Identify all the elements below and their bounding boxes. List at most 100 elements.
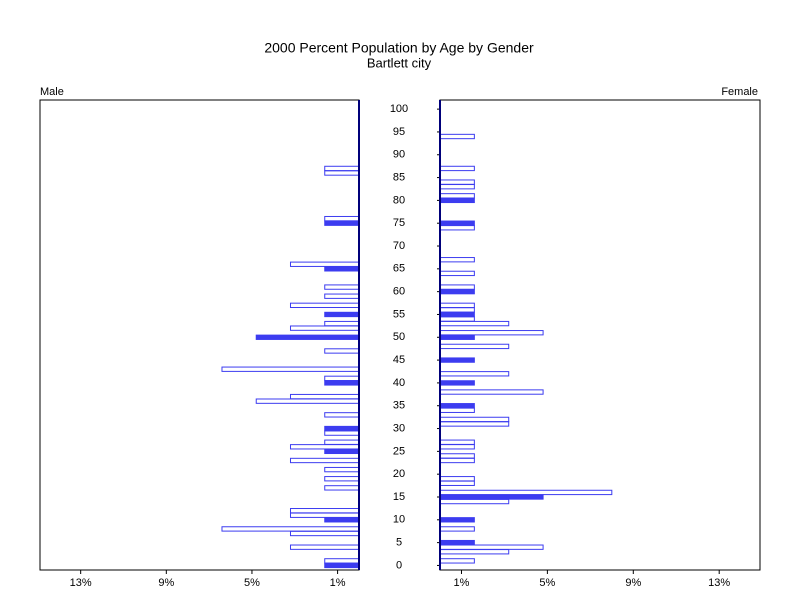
y-tick-label: 30: [393, 422, 405, 434]
bar: [439, 288, 475, 295]
bar: [324, 320, 360, 327]
y-tick-label: 95: [393, 126, 405, 138]
bar: [439, 193, 475, 199]
x-tick-label: 1%: [454, 577, 470, 589]
x-tick-label: 9%: [625, 577, 641, 589]
bar: [439, 197, 475, 204]
chart-subtitle: Bartlett city: [367, 55, 432, 70]
bar: [439, 316, 475, 322]
bar: [289, 302, 360, 309]
bar: [324, 439, 360, 445]
bar: [439, 421, 510, 427]
bar: [439, 225, 475, 231]
bar: [439, 453, 475, 459]
y-tick-label: 35: [393, 400, 405, 412]
bar: [439, 494, 544, 500]
bar: [289, 457, 360, 464]
y-tick-label: 20: [393, 468, 405, 480]
bar: [439, 526, 475, 532]
y-tick-label: 25: [393, 445, 405, 457]
y-tick-label: 60: [393, 286, 405, 298]
x-tick-label: 5%: [244, 577, 260, 589]
bar: [324, 448, 360, 455]
panel-label: Female: [721, 86, 758, 98]
bar: [289, 393, 360, 400]
y-tick-label: 55: [393, 308, 405, 320]
bar: [439, 330, 544, 336]
bar: [439, 270, 475, 277]
bar: [439, 343, 510, 350]
y-tick-label: 5: [396, 537, 402, 549]
bar: [439, 444, 475, 450]
bar: [439, 498, 510, 505]
bar: [439, 457, 475, 464]
bar: [289, 325, 360, 331]
bar: [439, 220, 475, 226]
bar: [324, 380, 360, 386]
bar: [221, 526, 360, 532]
panel-label: Male: [40, 86, 64, 98]
y-tick-label: 45: [393, 354, 405, 366]
bar: [324, 558, 360, 564]
bar: [439, 389, 544, 395]
bar: [324, 170, 360, 176]
bar: [324, 375, 360, 382]
bar: [439, 184, 475, 190]
y-tick-label: 15: [393, 491, 405, 503]
bar: [439, 320, 510, 327]
y-tick-label: 0: [396, 559, 402, 571]
bar: [439, 476, 475, 482]
y-tick-label: 90: [393, 149, 405, 161]
bar: [221, 366, 360, 372]
bar: [324, 293, 360, 299]
bar: [439, 539, 475, 546]
bar: [439, 371, 510, 377]
bar: [439, 311, 475, 318]
bar: [289, 544, 360, 550]
bar: [439, 403, 475, 409]
chart-title: 2000 Percent Population by Age by Gender: [264, 40, 534, 56]
bar: [324, 284, 360, 290]
bar: [324, 517, 360, 523]
bar: [255, 398, 360, 404]
bar: [439, 517, 475, 523]
bar: [439, 380, 475, 386]
bar: [324, 266, 360, 272]
bar: [439, 439, 475, 445]
bar: [324, 476, 360, 482]
bar: [439, 334, 475, 340]
bar: [324, 562, 360, 569]
bar: [439, 480, 475, 486]
bar: [439, 416, 510, 423]
bar: [289, 512, 360, 518]
x-tick-label: 5%: [539, 577, 555, 589]
bar: [439, 302, 475, 309]
bar: [324, 220, 360, 226]
bar: [324, 165, 360, 172]
bar: [439, 407, 475, 413]
y-tick-label: 40: [393, 377, 405, 389]
y-tick-label: 50: [393, 331, 405, 343]
y-tick-label: 65: [393, 263, 405, 275]
bar: [324, 215, 360, 222]
bar: [439, 544, 544, 550]
y-tick-label: 85: [393, 171, 405, 183]
bar: [324, 485, 360, 491]
bar: [289, 444, 360, 450]
y-tick-label: 70: [393, 240, 405, 252]
bar: [439, 284, 475, 290]
bar: [439, 489, 613, 496]
bar: [324, 412, 360, 418]
bar: [439, 165, 475, 172]
bar: [324, 425, 360, 432]
y-tick-label: 100: [390, 103, 408, 115]
bar: [439, 307, 475, 313]
y-tick-label: 10: [393, 514, 405, 526]
bar: [324, 348, 360, 354]
bar: [439, 133, 475, 140]
y-tick-label: 75: [393, 217, 405, 229]
x-tick-label: 13%: [70, 577, 92, 589]
bar: [324, 466, 360, 473]
